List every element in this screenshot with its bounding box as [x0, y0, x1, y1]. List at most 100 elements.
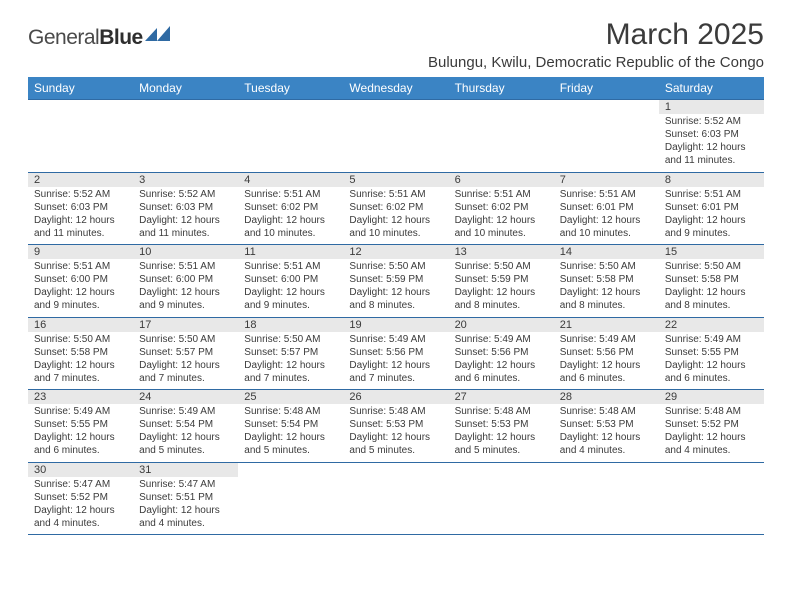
day-header: Wednesday [343, 77, 448, 100]
day-detail-line: Daylight: 12 hours [665, 431, 758, 444]
day-header: Tuesday [238, 77, 343, 100]
day-number-cell: 18 [238, 317, 343, 332]
day-detail-cell [449, 477, 554, 535]
week-detail-row: Sunrise: 5:47 AMSunset: 5:52 PMDaylight:… [28, 477, 764, 535]
day-detail-cell: Sunrise: 5:51 AMSunset: 6:00 PMDaylight:… [238, 259, 343, 317]
day-detail-line: Sunset: 5:53 PM [349, 418, 442, 431]
day-detail-line: and 6 minutes. [34, 444, 127, 457]
calendar-body: 1 Sunrise: 5:52 AM Sunset: 6:03 PM Daylight… [28, 100, 764, 535]
day-number-cell [449, 462, 554, 477]
day-detail-cell: Sunrise: 5:49 AMSunset: 5:55 PMDaylight:… [659, 332, 764, 390]
day-header-row: Sunday Monday Tuesday Wednesday Thursday… [28, 77, 764, 100]
day-detail-cell [238, 477, 343, 535]
day-detail-cell: Sunrise: 5:48 AMSunset: 5:53 PMDaylight:… [554, 404, 659, 462]
calendar-table: Sunday Monday Tuesday Wednesday Thursday… [28, 77, 764, 535]
day-detail-line: Sunset: 5:53 PM [455, 418, 548, 431]
week-number-row: 2345678 [28, 172, 764, 187]
day-detail-line: Sunset: 5:55 PM [665, 346, 758, 359]
day-detail-cell: Sunrise: 5:48 AMSunset: 5:54 PMDaylight:… [238, 404, 343, 462]
day-detail-cell: Sunrise: 5:49 AMSunset: 5:56 PMDaylight:… [449, 332, 554, 390]
day-number-cell: 17 [133, 317, 238, 332]
day-number-cell [133, 100, 238, 115]
day-detail-line: Sunrise: 5:51 AM [244, 260, 337, 273]
day-detail-line: Sunset: 6:00 PM [139, 273, 232, 286]
day-detail-line: and 11 minutes. [665, 154, 758, 167]
day-detail-cell: Sunrise: 5:47 AMSunset: 5:52 PMDaylight:… [28, 477, 133, 535]
day-detail-cell [28, 114, 133, 172]
day-detail-line: Daylight: 12 hours [560, 286, 653, 299]
day-detail-line: and 8 minutes. [665, 299, 758, 312]
day-number-cell [28, 100, 133, 115]
day-detail-line: and 11 minutes. [139, 227, 232, 240]
day-detail-line: Sunrise: 5:49 AM [349, 333, 442, 346]
day-detail-line: and 6 minutes. [455, 372, 548, 385]
day-detail-line: Daylight: 12 hours [665, 214, 758, 227]
day-detail-line: and 6 minutes. [560, 372, 653, 385]
day-detail-line: Sunset: 5:55 PM [34, 418, 127, 431]
day-detail-line: Sunrise: 5:49 AM [665, 333, 758, 346]
day-detail-line: Daylight: 12 hours [455, 359, 548, 372]
day-header: Saturday [659, 77, 764, 100]
day-detail-line: Sunrise: 5:51 AM [349, 188, 442, 201]
day-detail-cell: Sunrise: 5:49 AMSunset: 5:54 PMDaylight:… [133, 404, 238, 462]
day-detail-cell: Sunrise: 5:51 AMSunset: 6:02 PMDaylight:… [449, 187, 554, 245]
day-number-cell: 11 [238, 245, 343, 260]
day-detail-line: Sunset: 5:56 PM [349, 346, 442, 359]
day-detail-cell: Sunrise: 5:50 AMSunset: 5:58 PMDaylight:… [28, 332, 133, 390]
week-detail-row: Sunrise: 5:52 AM Sunset: 6:03 PM Daylight:… [28, 187, 764, 245]
day-detail-line: and 7 minutes. [34, 372, 127, 385]
day-detail-line: and 5 minutes. [244, 444, 337, 457]
logo-text-1: General [28, 26, 99, 49]
day-detail-line: and 5 minutes. [455, 444, 548, 457]
day-number-cell [659, 462, 764, 477]
day-number-cell [554, 100, 659, 115]
day-header: Friday [554, 77, 659, 100]
day-detail-cell: Sunrise: 5:50 AMSunset: 5:58 PMDaylight:… [554, 259, 659, 317]
day-detail-line: Daylight: 12 hours [34, 286, 127, 299]
day-number-cell: 4 [238, 172, 343, 187]
day-detail-line: Sunrise: 5:50 AM [34, 333, 127, 346]
day-number-cell: 6 [449, 172, 554, 187]
day-detail-line: Daylight: 12 hours [244, 214, 337, 227]
logo: GeneralBlue [28, 26, 171, 50]
day-detail-line: Daylight: 12 hours [349, 359, 442, 372]
day-detail-cell: Sunrise: 5:49 AMSunset: 5:56 PMDaylight:… [343, 332, 448, 390]
day-detail-line: Sunset: 6:01 PM [665, 201, 758, 214]
day-number-cell: 8 [659, 172, 764, 187]
day-detail-line: Sunset: 5:58 PM [34, 346, 127, 359]
day-detail-line: Daylight: 12 hours [349, 286, 442, 299]
day-detail-line: Daylight: 12 hours [560, 431, 653, 444]
day-detail-line: Daylight: 12 hours [665, 286, 758, 299]
day-detail-cell: Sunrise: 5:51 AMSunset: 6:02 PMDaylight:… [238, 187, 343, 245]
day-detail-line: Sunrise: 5:48 AM [455, 405, 548, 418]
title-block: March 2025 Bulungu, Kwilu, Democratic Re… [428, 18, 764, 71]
day-detail-line: and 6 minutes. [665, 372, 758, 385]
day-detail-cell: Sunrise: 5:52 AMSunset: 6:03 PMDaylight:… [133, 187, 238, 245]
day-detail-cell: Sunrise: 5:51 AMSunset: 6:01 PMDaylight:… [659, 187, 764, 245]
day-detail-line: and 7 minutes. [244, 372, 337, 385]
day-detail-line: and 8 minutes. [349, 299, 442, 312]
day-detail-cell: Sunrise: 5:50 AMSunset: 5:57 PMDaylight:… [238, 332, 343, 390]
day-detail-line: Daylight: 12 hours [665, 359, 758, 372]
day-number-cell: 15 [659, 245, 764, 260]
day-detail-cell [554, 477, 659, 535]
day-detail-line: Sunset: 6:00 PM [34, 273, 127, 286]
day-detail-line: Sunset: 6:03 PM [139, 201, 232, 214]
day-detail-line: and 4 minutes. [665, 444, 758, 457]
day-detail-line: Sunset: 6:02 PM [349, 201, 442, 214]
day-detail-line: Sunrise: 5:50 AM [560, 260, 653, 273]
day-detail-cell: Sunrise: 5:51 AMSunset: 6:02 PMDaylight:… [343, 187, 448, 245]
day-detail-line: Daylight: 12 hours [455, 431, 548, 444]
day-detail-cell: Sunrise: 5:48 AMSunset: 5:52 PMDaylight:… [659, 404, 764, 462]
day-detail-line: Sunrise: 5:52 AM [34, 188, 127, 201]
week-number-row: 1 [28, 100, 764, 115]
day-detail-line: and 4 minutes. [560, 444, 653, 457]
day-header: Monday [133, 77, 238, 100]
day-detail-line: and 9 minutes. [139, 299, 232, 312]
day-detail-line: Sunrise: 5:49 AM [34, 405, 127, 418]
day-detail-line: Sunrise: 5:48 AM [244, 405, 337, 418]
day-number-cell: 21 [554, 317, 659, 332]
day-detail-line: Daylight: 12 hours [34, 504, 127, 517]
day-number-cell: 14 [554, 245, 659, 260]
day-detail-line: Sunrise: 5:50 AM [244, 333, 337, 346]
